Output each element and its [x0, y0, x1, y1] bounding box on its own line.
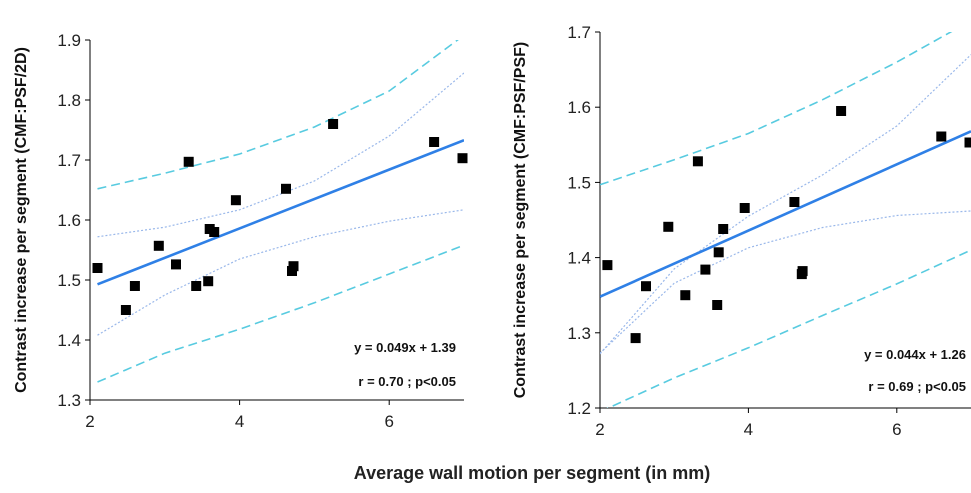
- right-scatter-plot: 1.2 1.3 1.4 1.5 1.6 1.7 2 4 6 Contrast increase p…: [512, 23, 971, 439]
- regression-line: [600, 130, 971, 298]
- data-point: [836, 106, 847, 116]
- y-axis-label: Contrast increase per segment (CMF:PSF/P…: [512, 42, 529, 399]
- data-point: [692, 156, 703, 167]
- y-axis-label: Contrast increase per segment (CMF:PSF/2…: [13, 47, 30, 393]
- y-tick-label: 1.8: [57, 91, 81, 110]
- data-point: [281, 183, 291, 194]
- y-tick-label: 1.6: [57, 211, 81, 230]
- prediction-band-lower: [606, 249, 971, 408]
- prediction-band-upper: [97, 40, 459, 190]
- confidence-band-upper: [600, 54, 971, 355]
- regression-equation-label: y = 0.044x + 1.26: [864, 347, 966, 362]
- y-tick-label: 1.9: [57, 31, 81, 50]
- data-point: [203, 276, 214, 287]
- data-point: [680, 290, 691, 301]
- correlation-label: r = 0.70 ; p<0.05: [358, 374, 456, 389]
- x-tick-label: 6: [384, 412, 393, 431]
- regression-line: [97, 138, 464, 286]
- confidence-band-upper: [97, 72, 464, 238]
- data-point: [120, 305, 131, 315]
- data-point: [209, 227, 220, 237]
- left-scatter-plot: 1.3 1.4 1.5 1.6 1.7 1.8 1.9 2 4 6 Contrast increas…: [13, 31, 468, 431]
- y-tick-label: 1.7: [57, 151, 81, 170]
- y-tick-label: 1.4: [567, 249, 591, 268]
- confidence-band-lower: [97, 209, 464, 336]
- data-point: [964, 137, 971, 148]
- data-point: [602, 260, 613, 271]
- data-point: [429, 137, 440, 147]
- y-tick-label: 1.4: [57, 331, 81, 350]
- y-tick-label: 1.7: [567, 23, 591, 42]
- y-tick-label: 1.5: [57, 271, 81, 290]
- confidence-band-lower: [600, 210, 971, 354]
- regression-equation-label: y = 0.049x + 1.39: [354, 340, 456, 355]
- data-point: [663, 221, 674, 232]
- y-tick-label: 1.3: [567, 324, 591, 343]
- data-point: [183, 156, 194, 167]
- y-tick-label: 1.5: [567, 173, 591, 192]
- data-point: [712, 300, 723, 310]
- data-point: [191, 281, 202, 291]
- data-point: [457, 153, 468, 164]
- data-point: [641, 281, 651, 292]
- y-tick-label: 1.3: [57, 391, 81, 410]
- data-point: [630, 333, 641, 344]
- data-point: [936, 131, 947, 142]
- data-point: [171, 259, 181, 270]
- correlation-label: r = 0.69 ; p<0.05: [868, 379, 966, 394]
- prediction-band-upper: [600, 32, 953, 186]
- prediction-band-lower: [97, 244, 464, 383]
- data-point: [739, 203, 750, 213]
- y-tick-label: 1.6: [567, 98, 591, 117]
- x-tick-label: 2: [85, 412, 94, 431]
- data-point: [713, 247, 724, 258]
- data-point: [328, 119, 339, 129]
- data-point: [230, 195, 241, 206]
- x-tick-label: 6: [892, 420, 901, 439]
- data-point: [92, 263, 103, 273]
- data-point: [153, 240, 164, 251]
- data-point: [797, 266, 808, 277]
- x-tick-label: 4: [744, 420, 753, 439]
- data-point: [700, 264, 711, 275]
- data-point: [718, 224, 729, 234]
- shared-x-axis-label: Average wall motion per segment (in mm): [354, 463, 710, 483]
- x-tick-label: 4: [235, 412, 244, 431]
- y-tick-label: 1.2: [567, 399, 591, 418]
- data-point: [288, 261, 299, 272]
- data-point: [789, 197, 800, 207]
- x-tick-label: 2: [595, 420, 604, 439]
- data-point: [129, 281, 140, 291]
